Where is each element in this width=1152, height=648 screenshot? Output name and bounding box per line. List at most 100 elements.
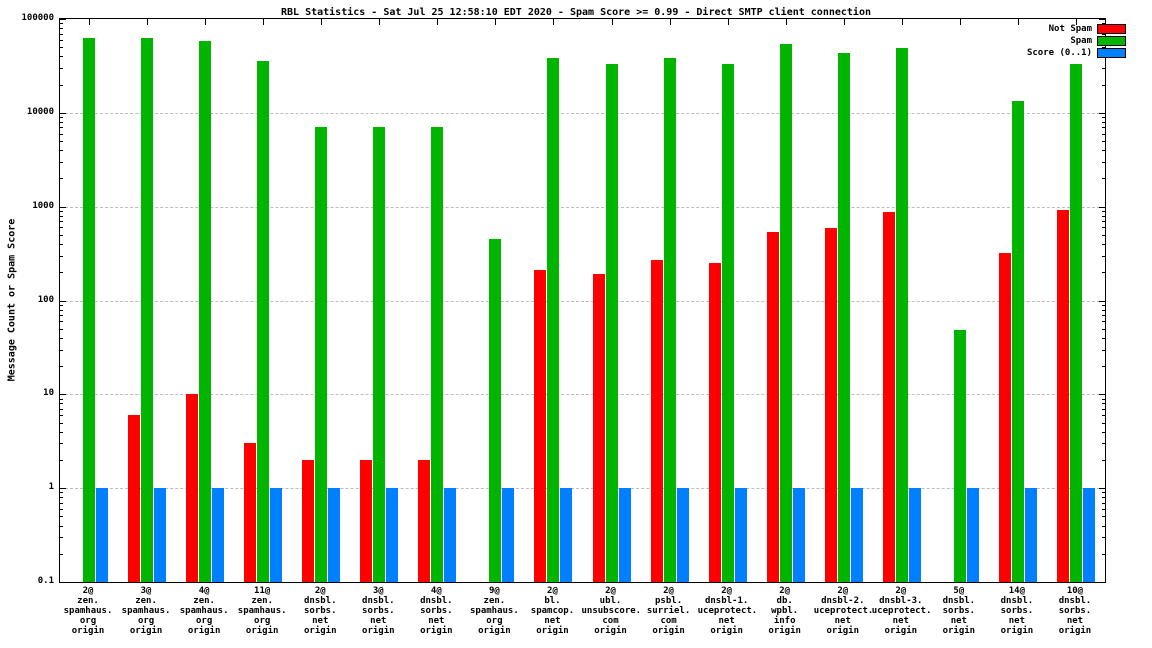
bar-score-0-1 [560, 488, 573, 582]
y-minor-tick [60, 150, 63, 152]
y-minor-tick [60, 227, 63, 229]
y-minor-tick [1102, 210, 1105, 212]
x-category-line: origin [1058, 626, 1092, 636]
bar-score-0-1 [212, 488, 225, 582]
y-major-tick [60, 582, 66, 583]
y-minor-tick [1102, 403, 1105, 405]
gridline [60, 206, 1105, 208]
y-minor-tick [1102, 304, 1105, 306]
x-category-line: uceprotect. [813, 606, 874, 616]
y-minor-tick [1102, 255, 1105, 257]
x-category-line: dnsbl. [942, 596, 976, 606]
y-minor-tick [60, 215, 63, 217]
y-major-tick [60, 112, 66, 114]
x-category-line: spamhaus. [179, 606, 229, 616]
y-minor-tick [60, 366, 63, 368]
x-tick-top [379, 19, 381, 25]
bar-score-0-1 [734, 488, 747, 582]
x-category-line: 2@ [605, 586, 616, 596]
bar-spam [199, 41, 212, 582]
x-category-line: spamhaus. [63, 606, 113, 616]
x-tick-top [263, 19, 265, 25]
y-minor-tick [1102, 443, 1105, 445]
x-category-line: 3@ [372, 586, 384, 596]
x-category-line: org [254, 616, 271, 626]
y-minor-tick [1102, 178, 1105, 180]
x-tick-top [959, 19, 961, 25]
bar-spam [373, 127, 386, 582]
x-category-line: origin [536, 626, 569, 636]
y-minor-tick [1102, 315, 1105, 317]
y-minor-tick [1102, 366, 1105, 368]
bar-score-0-1 [908, 488, 921, 582]
x-category-line: org [137, 616, 155, 626]
bar-spam [721, 64, 734, 582]
x-tick-top [553, 19, 555, 25]
x-category-line: origin [942, 626, 976, 636]
y-minor-tick [60, 272, 63, 274]
gridline [60, 300, 1105, 302]
x-category-line: 9@ [488, 586, 500, 596]
x-category-line: dnsbl-2. [821, 596, 865, 606]
x-category-line: dnsbl. [362, 596, 395, 606]
x-category-label: 2@ ubl. unsubscore. com origin [582, 586, 642, 636]
x-category-line: 4@ [430, 586, 442, 596]
x-category-label: 5@ dnsbl. sorbs. net origin [930, 586, 988, 636]
gridline [60, 112, 1105, 114]
x-category-line: origin [652, 626, 685, 636]
y-minor-tick [1102, 398, 1105, 400]
bar-spam [489, 239, 502, 582]
y-major-tick [1099, 112, 1105, 114]
bar-not-spam [186, 394, 199, 582]
x-tick-top [321, 19, 323, 25]
y-minor-tick [60, 315, 63, 317]
y-minor-tick [1102, 117, 1105, 119]
x-category-line: net [950, 616, 967, 626]
x-category-label: 2@ dnsbl-2. uceprotect. net origin [813, 586, 874, 636]
y-major-tick [1099, 300, 1105, 302]
bar-score-0-1 [966, 488, 979, 582]
y-minor-tick [60, 443, 63, 445]
x-category-line: sorbs. [362, 606, 395, 616]
y-major-tick [60, 206, 66, 208]
x-category-line: uceprotect. [871, 606, 932, 616]
y-minor-tick [1102, 141, 1105, 143]
y-minor-tick [60, 403, 63, 405]
y-tick-label: 100 [37, 294, 54, 305]
gridline [60, 488, 1105, 490]
x-category-line: 14@ [1008, 586, 1026, 596]
bar-score-0-1 [328, 488, 341, 582]
y-minor-tick [1102, 328, 1105, 330]
legend-swatch [1097, 48, 1126, 58]
y-minor-tick [60, 516, 63, 518]
legend-label: Score (0..1) [1026, 48, 1092, 58]
y-major-tick [1099, 19, 1105, 20]
x-tick-top [785, 19, 787, 25]
x-category-line: zen. [135, 596, 157, 606]
x-category-line: origin [594, 626, 627, 636]
x-tick-top [843, 19, 845, 25]
y-tick-label: 10 [43, 388, 54, 399]
x-category-line: uceprotect. [697, 606, 758, 616]
x-category-line: bl. [544, 596, 561, 606]
x-category-label: 4@ zen. spamhaus. org origin [175, 586, 233, 636]
x-tick-top [1075, 19, 1077, 25]
y-minor-tick [1102, 431, 1105, 433]
bar-not-spam [882, 211, 895, 582]
legend-item: Not Spam [1049, 24, 1126, 34]
y-minor-tick [1102, 553, 1105, 555]
y-major-tick [60, 300, 66, 302]
bar-not-spam [1056, 210, 1069, 582]
x-category-line: zen. [251, 596, 274, 606]
x-category-line: 2@ [547, 586, 558, 596]
x-category-label: 2@ db. wpbl. info origin [756, 586, 814, 636]
x-category-line: 2@ [895, 586, 907, 596]
x-tick-top [147, 19, 149, 25]
bar-not-spam [360, 459, 373, 582]
y-minor-tick [60, 56, 63, 58]
x-category-line: com [660, 616, 677, 626]
bar-spam [605, 64, 618, 582]
bar-score-0-1 [1082, 488, 1095, 582]
y-minor-tick [1102, 227, 1105, 229]
y-minor-tick [60, 33, 63, 35]
